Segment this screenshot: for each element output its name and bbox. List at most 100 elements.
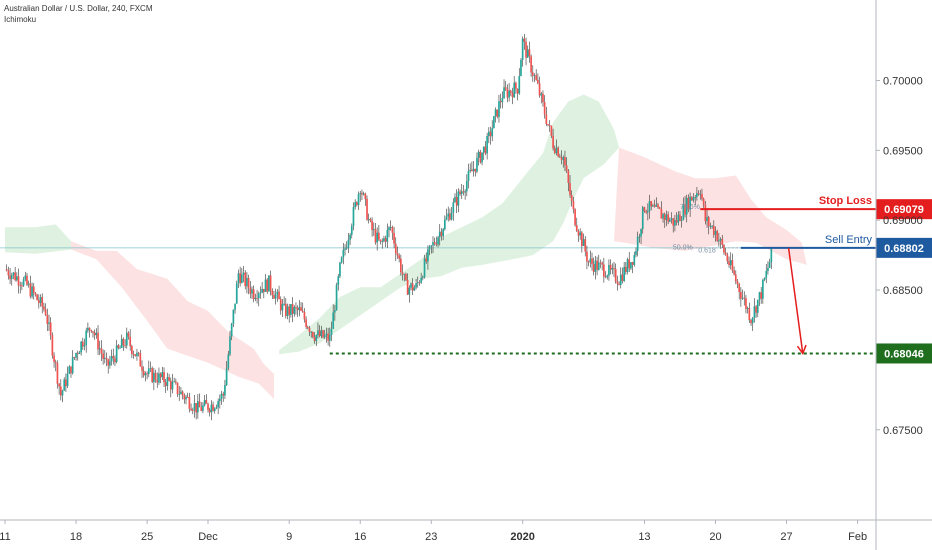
candle-body-339 [579, 232, 582, 236]
candle-body-267 [457, 191, 460, 206]
candle-body-448 [763, 278, 766, 281]
candle-body-80 [141, 366, 143, 371]
candle-body-167 [288, 306, 291, 315]
candle-body-103 [180, 391, 182, 395]
candle-body-296 [506, 89, 509, 98]
candle-body-279 [477, 151, 480, 158]
candle-body-220 [378, 232, 380, 240]
candle-body-114 [198, 401, 201, 408]
projection-arrow-shaft [787, 247, 804, 354]
y-tick-label-1: 0.68500 [883, 285, 923, 297]
candle-body-414 [706, 217, 708, 222]
candle-body-123 [213, 408, 216, 411]
x-tick-label-4: 9 [286, 531, 292, 543]
candle-body-174 [300, 307, 302, 311]
x-tick-label-2: 25 [141, 531, 153, 543]
candle-body-298 [509, 90, 512, 93]
candle-body-362 [618, 283, 620, 285]
candle-body-205 [352, 207, 355, 227]
candle-body-361 [616, 281, 619, 284]
candles-layer [5, 33, 773, 421]
candle-body-388 [662, 214, 664, 219]
candle-body-43 [78, 352, 81, 354]
candle-body-300 [513, 82, 516, 98]
candle-body-163 [281, 303, 284, 311]
candle-body-133 [230, 323, 233, 337]
candle-body-312 [533, 75, 536, 77]
fib-label-1: 50.0% [673, 245, 693, 252]
candle-body-26 [49, 322, 52, 336]
candle-body-224 [384, 238, 387, 242]
candle-body-340 [581, 232, 583, 247]
candle-body-281 [481, 152, 483, 163]
candle-body-16 [32, 286, 35, 294]
candle-body-219 [376, 232, 379, 243]
candle-body-278 [476, 157, 478, 172]
candle-body-275 [471, 169, 473, 172]
sell-entry-price-badge [876, 237, 932, 258]
candle-body-310 [530, 56, 532, 73]
candle-body-317 [542, 93, 544, 103]
ichimoku-cloud-bear-1 [71, 241, 274, 399]
candle-body-432 [736, 281, 739, 285]
candle-body-303 [518, 76, 521, 94]
candle-body-327 [559, 156, 561, 158]
candle-body-378 [645, 211, 647, 213]
x-tick-label-8: 13 [638, 531, 650, 543]
candle-body-321 [548, 125, 551, 126]
y-tick-label-0: 0.67500 [883, 425, 923, 437]
candle-body-217 [372, 229, 375, 231]
candle-body-39 [71, 357, 74, 374]
candle-body-343 [586, 251, 588, 262]
candle-body-393 [670, 218, 673, 220]
candle-body-153 [264, 279, 267, 292]
y-tick-label-4: 0.70000 [883, 76, 923, 88]
candle-body-247 [423, 258, 426, 278]
fib-label-0: 78.6% [680, 204, 700, 211]
candle-body-234 [401, 272, 404, 275]
candle-body-27 [51, 335, 54, 356]
candle-body-70 [124, 345, 126, 347]
x-tick-label-0: 11 [0, 531, 11, 543]
candle-body-137 [237, 273, 240, 284]
candle-body-364 [621, 274, 624, 281]
candle-body-200 [344, 248, 346, 250]
candle-body-128 [222, 393, 225, 396]
candle-body-249 [427, 249, 429, 262]
candle-body-41 [75, 353, 77, 358]
candle-body-121 [210, 404, 213, 413]
candle-body-102 [178, 394, 181, 395]
candle-body-232 [398, 255, 401, 259]
candle-body-225 [386, 230, 389, 242]
candle-body-6 [15, 276, 18, 281]
candle-body-44 [80, 341, 82, 353]
candle-body-125 [217, 401, 219, 408]
candle-body-273 [467, 170, 470, 182]
candle-body-110 [191, 410, 194, 412]
candle-body-203 [349, 234, 351, 240]
candle-body-442 [753, 306, 756, 318]
candle-body-428 [729, 260, 732, 266]
annotation-layer: 78.6% 50.0% 0.618 Stop Loss 0.69079 Sell Entr… [329, 195, 932, 364]
candle-body-3 [10, 275, 13, 280]
candle-body-363 [619, 274, 622, 285]
candle-body-424 [723, 245, 725, 253]
candle-body-253 [433, 242, 436, 244]
candle-body-116 [202, 405, 204, 411]
candle-body-74 [131, 346, 133, 355]
candle-body-307 [525, 41, 527, 58]
candle-body-172 [296, 307, 299, 311]
x-tick-label-7: 2020 [510, 531, 534, 543]
candle-body-195 [335, 284, 338, 311]
candle-body-421 [718, 240, 720, 242]
candle-body-231 [396, 253, 399, 256]
candle-body-20 [39, 297, 42, 304]
candle-body-12 [26, 275, 28, 285]
candle-body-379 [646, 211, 649, 213]
candle-body-176 [303, 311, 306, 320]
candle-body-236 [405, 273, 407, 280]
candle-body-452 [770, 247, 773, 263]
candle-body-124 [215, 407, 218, 409]
candle-body-91 [159, 373, 162, 378]
